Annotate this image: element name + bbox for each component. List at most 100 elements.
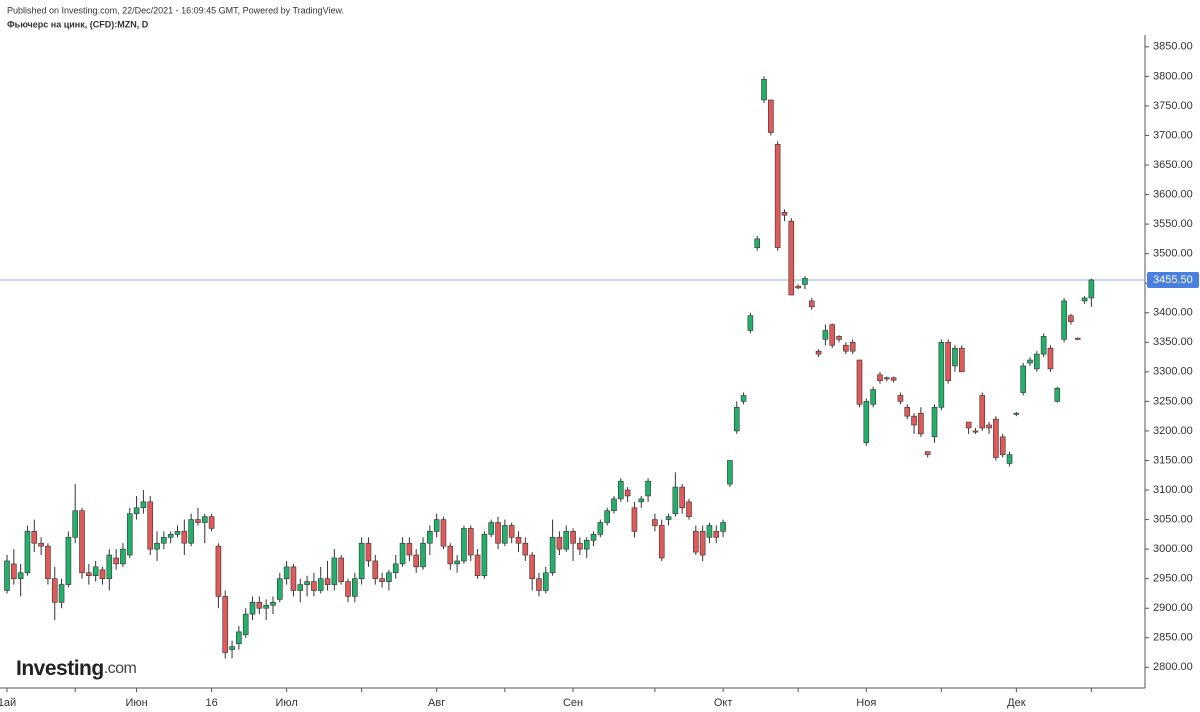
candle-body bbox=[304, 581, 310, 585]
candle-body bbox=[883, 377, 890, 380]
candle-body bbox=[549, 537, 556, 574]
candle-body bbox=[236, 631, 242, 644]
candle-body bbox=[658, 525, 665, 559]
candle-body bbox=[849, 341, 856, 352]
candle-body bbox=[181, 531, 188, 544]
candle-body bbox=[345, 581, 351, 597]
candle-body bbox=[1027, 359, 1033, 364]
y-tick-label: 3800.00 bbox=[1153, 70, 1193, 82]
x-tick-label: Окт bbox=[714, 697, 733, 709]
candle-body bbox=[386, 572, 392, 582]
candle-body bbox=[188, 519, 194, 544]
candle-body bbox=[856, 359, 863, 405]
candle-body bbox=[65, 537, 72, 585]
x-tick-label: Дек bbox=[1007, 697, 1026, 709]
candle-body bbox=[242, 613, 249, 636]
candle-body bbox=[133, 507, 140, 514]
candle-body bbox=[1088, 279, 1095, 299]
candle-body bbox=[481, 534, 488, 577]
candle-body bbox=[795, 285, 801, 289]
candle-body bbox=[761, 79, 767, 101]
y-tick-label: 3300.00 bbox=[1153, 366, 1193, 378]
candle-body bbox=[999, 436, 1006, 455]
candle-body bbox=[502, 525, 508, 544]
candle-body bbox=[45, 545, 51, 579]
candle-body bbox=[836, 336, 842, 340]
candle-body bbox=[495, 522, 501, 544]
candle-body bbox=[645, 480, 651, 497]
candle-body bbox=[693, 531, 699, 553]
candle-body bbox=[1081, 297, 1088, 302]
candle-body bbox=[433, 519, 440, 532]
y-tick-label: 2950.00 bbox=[1153, 573, 1193, 585]
y-tick-label: 3250.00 bbox=[1153, 395, 1193, 407]
candle-body bbox=[38, 542, 44, 547]
logo-suffix: .com bbox=[104, 660, 137, 677]
candle-body bbox=[358, 542, 365, 579]
candle-body bbox=[529, 554, 535, 579]
y-tick-label: 3050.00 bbox=[1153, 513, 1193, 525]
y-tick-label: 3400.00 bbox=[1153, 307, 1193, 319]
candle-body bbox=[454, 560, 460, 565]
candle-body bbox=[1061, 300, 1067, 340]
candle-body bbox=[372, 560, 379, 579]
candle-body bbox=[1047, 347, 1054, 370]
candle-body bbox=[843, 344, 849, 352]
candle-body bbox=[631, 507, 638, 532]
candle-body bbox=[120, 548, 126, 565]
candle-body bbox=[808, 300, 815, 308]
y-tick-label: 3500.00 bbox=[1153, 248, 1193, 260]
candle-body bbox=[679, 486, 685, 509]
candle-body bbox=[413, 554, 420, 568]
candle-body bbox=[249, 602, 256, 615]
candle-body bbox=[542, 572, 549, 591]
y-tick-label: 3600.00 bbox=[1153, 188, 1193, 200]
candle-body bbox=[1020, 365, 1026, 393]
y-tick-label: 3700.00 bbox=[1153, 129, 1193, 141]
x-tick-label: 1ай bbox=[0, 697, 16, 709]
y-tick-label: 2900.00 bbox=[1153, 602, 1193, 614]
candle-body bbox=[781, 211, 788, 216]
candle-body bbox=[365, 542, 372, 562]
y-tick-label: 3000.00 bbox=[1153, 543, 1193, 555]
candle-body bbox=[324, 578, 331, 585]
candle-body bbox=[1068, 315, 1074, 322]
y-tick-label: 3750.00 bbox=[1153, 100, 1193, 112]
candle-body bbox=[965, 421, 972, 429]
candle-body bbox=[488, 522, 495, 535]
candle-body bbox=[979, 395, 986, 429]
candle-body bbox=[208, 516, 215, 529]
candle-body bbox=[167, 534, 174, 538]
candle-body bbox=[972, 430, 979, 433]
last-price-label: 3455.50 bbox=[1153, 274, 1193, 286]
candle-body bbox=[870, 389, 876, 405]
y-tick-label: 3350.00 bbox=[1153, 336, 1193, 348]
candle-body bbox=[72, 510, 78, 538]
candle-body bbox=[447, 545, 454, 565]
candle-body bbox=[147, 501, 154, 550]
candle-body bbox=[174, 531, 181, 535]
candle-body bbox=[331, 557, 338, 585]
candle-body bbox=[392, 563, 399, 574]
candle-body bbox=[747, 315, 754, 331]
published-note: Published on Investing.com, 22/Dec/2021 … bbox=[7, 5, 344, 15]
candle-body bbox=[740, 395, 747, 402]
candle-body bbox=[195, 519, 201, 523]
candle-body bbox=[624, 489, 631, 497]
candle-body bbox=[427, 531, 433, 544]
candle-body bbox=[161, 537, 167, 544]
candle-body bbox=[829, 324, 836, 346]
candle-body bbox=[583, 539, 590, 550]
logo-main: Investing bbox=[16, 657, 104, 680]
candle-body bbox=[215, 545, 222, 597]
candle-body bbox=[283, 566, 290, 579]
candle-body bbox=[1006, 454, 1013, 464]
candle-body bbox=[106, 554, 113, 579]
candle-body bbox=[686, 501, 692, 517]
candle-body bbox=[1034, 353, 1040, 370]
candle-body bbox=[727, 460, 733, 485]
candle-body bbox=[11, 563, 17, 579]
candle-body bbox=[1013, 412, 1020, 415]
candle-body bbox=[556, 537, 563, 550]
